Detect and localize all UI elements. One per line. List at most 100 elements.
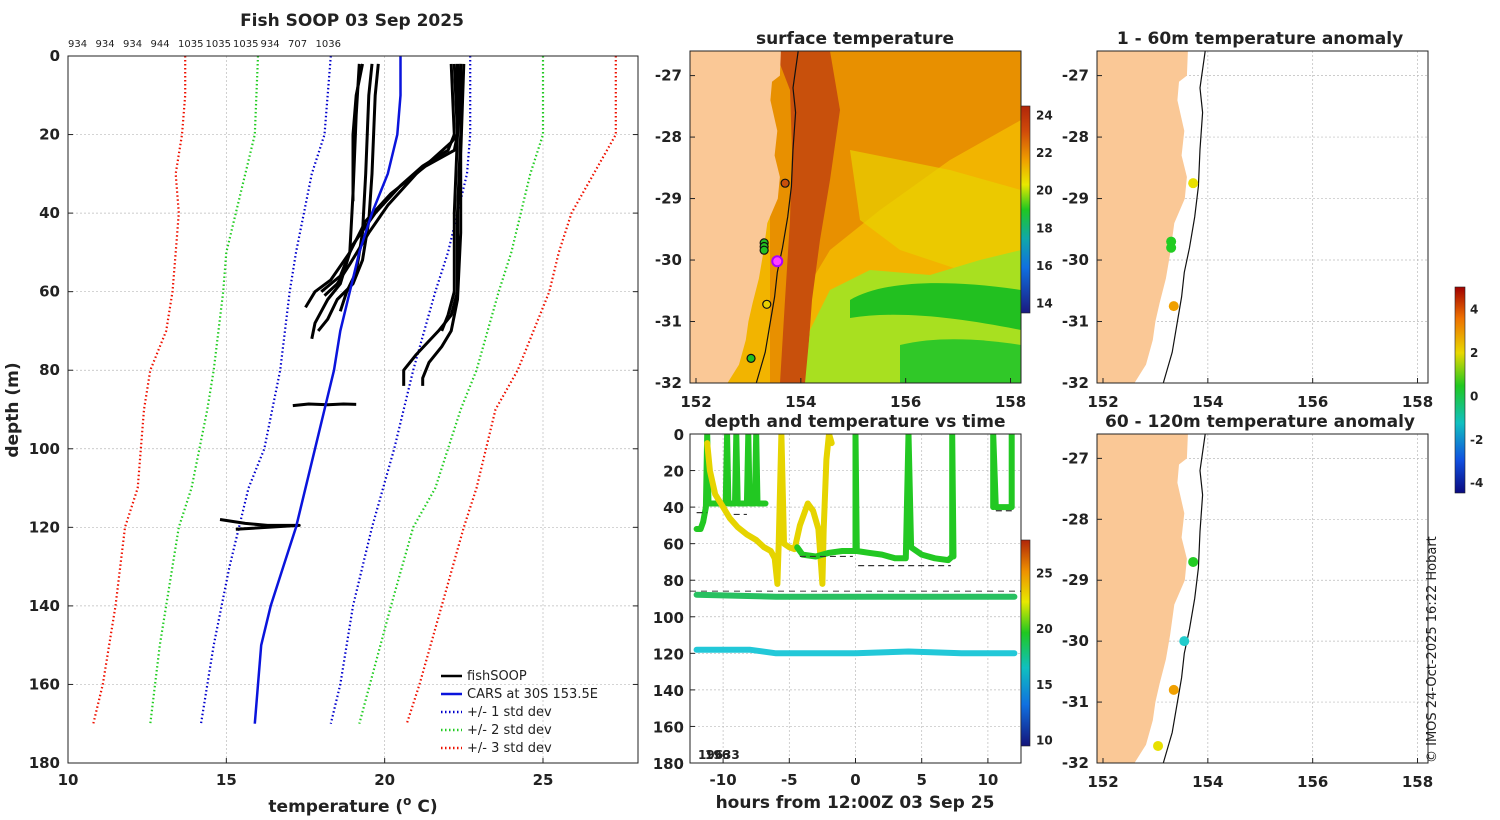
time-series-track	[990, 434, 1015, 511]
sst-cast-marker	[746, 353, 756, 364]
anomaly-60-120-marker	[1179, 636, 1190, 647]
surface-map-ytick-label: -31	[655, 313, 682, 331]
anomaly-1-60-marker	[1168, 301, 1179, 312]
profile-ytick-label: 40	[39, 204, 60, 222]
time-series-ytick-label: 0	[674, 426, 684, 444]
time-series-ytick-label: 20	[663, 463, 684, 481]
profile-top-label: 944	[151, 39, 170, 50]
legend-entry: +/- 2 std dev	[467, 723, 552, 738]
sst-eddy-region	[850, 150, 1021, 270]
anomaly-1-60-panel: 1 - 60m temperature anomaly 152 154 156 158…	[1062, 29, 1433, 411]
time-series-xtick-label: -10	[710, 771, 737, 789]
time-series-tracks	[693, 434, 1018, 657]
anomaly-60-120-ytick-label: -29	[1062, 571, 1089, 589]
profile-ytick-label: 180	[29, 754, 60, 772]
profile-ytick-label: 0	[50, 47, 60, 65]
time-series-colorbar-label: 25	[1036, 566, 1053, 580]
profile-xtick-label: 25	[533, 771, 554, 789]
profile-xtick-label: 20	[374, 771, 395, 789]
profile-ylabel: depth (m)	[3, 362, 23, 457]
profile-legend: fishSOOP CARS at 30S 153.5E +/- 1 std dev +…	[441, 669, 598, 756]
sst-colorbar-ticks: 24 22 20 18 16 14	[1036, 108, 1053, 310]
time-series-xlabel: hours from 12:00Z 03 Sep 25	[716, 793, 995, 813]
sst-filament	[850, 283, 1021, 330]
sst-colorbar-label: 16	[1036, 259, 1053, 273]
profile-std-2-high-line	[358, 56, 545, 724]
profile-top-label: 934	[96, 39, 115, 50]
time-series-xtick-label: 10	[977, 771, 998, 789]
anomaly-1-60-ytick-label: -31	[1062, 313, 1089, 331]
time-series-ytick-label: 40	[663, 499, 684, 517]
anomaly-1-60-ytick-label: -28	[1062, 128, 1089, 146]
anomaly-colorbar-ticks: 4 2 0 -2 -4	[1470, 303, 1483, 490]
anomaly-60-120-ytick-label: -30	[1062, 632, 1089, 650]
anomaly-colorbar-label: -2	[1470, 433, 1483, 447]
time-series-xtick-label: 5	[916, 771, 926, 789]
anomaly-60-120-xtick-label: 158	[1402, 773, 1433, 791]
legend-entry: +/- 1 std dev	[467, 705, 552, 720]
sst-current-core	[775, 51, 840, 383]
profile-ytick-label: 120	[29, 518, 60, 536]
profile-ytick-label: 160	[29, 675, 60, 693]
anomaly-colorbar-label: 2	[1470, 346, 1478, 360]
time-series-ytick-label: 120	[653, 645, 684, 663]
legend-entry: fishSOOP	[467, 669, 527, 684]
time-series-colorbar-ticks: 25 20 15 10	[1036, 566, 1053, 747]
profile-top-label: 1035	[233, 39, 258, 50]
sst-colorbar-label: 22	[1036, 146, 1053, 160]
sst-cast-marker	[762, 299, 772, 309]
profile-panel: Fish SOOP 03 Sep 2025 934 934 934 944 1035 10…	[3, 11, 639, 817]
profile-ticks: 10 15 20 25 0 20 40 60 80 100 120 140 160 180	[29, 47, 638, 789]
time-series-xtick-label: 0	[850, 771, 860, 789]
anomaly-60-120-ytick-label: -28	[1062, 510, 1089, 528]
profile-std-2-low-line	[149, 55, 260, 724]
anomaly-60-120-frame	[1096, 433, 1429, 764]
time-series-ytick-label: 160	[653, 718, 684, 736]
anomaly-60-120-land	[1097, 434, 1188, 763]
sst-cast-markers	[746, 178, 790, 364]
time-series-xtick-label: -5	[781, 771, 798, 789]
anomaly-1-60-ytick-label: -32	[1062, 374, 1089, 392]
profile-fishsoop-casts	[219, 63, 466, 531]
surface-temperature-panel: surface temperature 152 154 156 158 -27 -28 -2…	[655, 29, 1053, 411]
time-series-track	[693, 646, 1018, 657]
legend-entry: CARS at 30S 153.5E	[467, 687, 598, 702]
time-series-track	[693, 591, 1018, 600]
sst-south-green	[900, 339, 1021, 383]
time-series-ytick-label: 140	[653, 682, 684, 700]
anomaly-1-60-xtick-label: 156	[1297, 393, 1328, 411]
anomaly-1-60-ytick-label: -30	[1062, 251, 1089, 269]
surface-map-body	[690, 51, 1021, 383]
anomaly-60-120-xtick-label: 154	[1192, 773, 1223, 791]
anomaly-1-60-marker	[1188, 178, 1199, 189]
anomaly-60-120-markers	[1153, 556, 1199, 751]
anomaly-1-60-ytick-label: -27	[1062, 67, 1089, 85]
profile-fishsoop-cast	[320, 63, 456, 293]
time-series-track	[704, 434, 835, 587]
anomaly-colorbar-label: 4	[1470, 303, 1478, 317]
sst-shelf-contour	[755, 51, 799, 383]
profile-top-label: 1036	[316, 39, 341, 50]
surface-map-ticks: 152 154 156 158 -27 -28 -29 -30 -31 -32	[655, 67, 1026, 411]
profile-top-labels: 934 934 934 944 1035 1035 1035 934 707 1036	[68, 39, 341, 50]
profile-fishsoop-cast	[310, 63, 361, 340]
anomaly-colorbar-label: -4	[1470, 476, 1483, 490]
sst-cast-marker	[759, 245, 769, 255]
sst-colorbar-label: 20	[1036, 184, 1053, 198]
anomaly-60-120-ytick-label: -32	[1062, 754, 1089, 772]
profile-xtick-label: 15	[216, 771, 237, 789]
anomaly-1-60-xtick-label: 152	[1087, 393, 1118, 411]
time-series-bottom-label: 19633	[698, 748, 740, 762]
time-series-ytick-label: 60	[663, 536, 684, 554]
anomaly-60-120-marker	[1153, 740, 1164, 751]
anomaly-60-120-title: 60 - 120m temperature anomaly	[1105, 412, 1415, 432]
anomaly-1-60-ytick-label: -29	[1062, 190, 1089, 208]
profile-top-label: 1035	[178, 39, 203, 50]
legend-entry: +/- 3 std dev	[467, 741, 552, 756]
time-series-track	[794, 434, 957, 564]
time-series-colorbar	[1020, 539, 1031, 747]
anomaly-60-120-ytick-label: -31	[1062, 693, 1089, 711]
surface-map-xtick-label: 152	[680, 393, 711, 411]
